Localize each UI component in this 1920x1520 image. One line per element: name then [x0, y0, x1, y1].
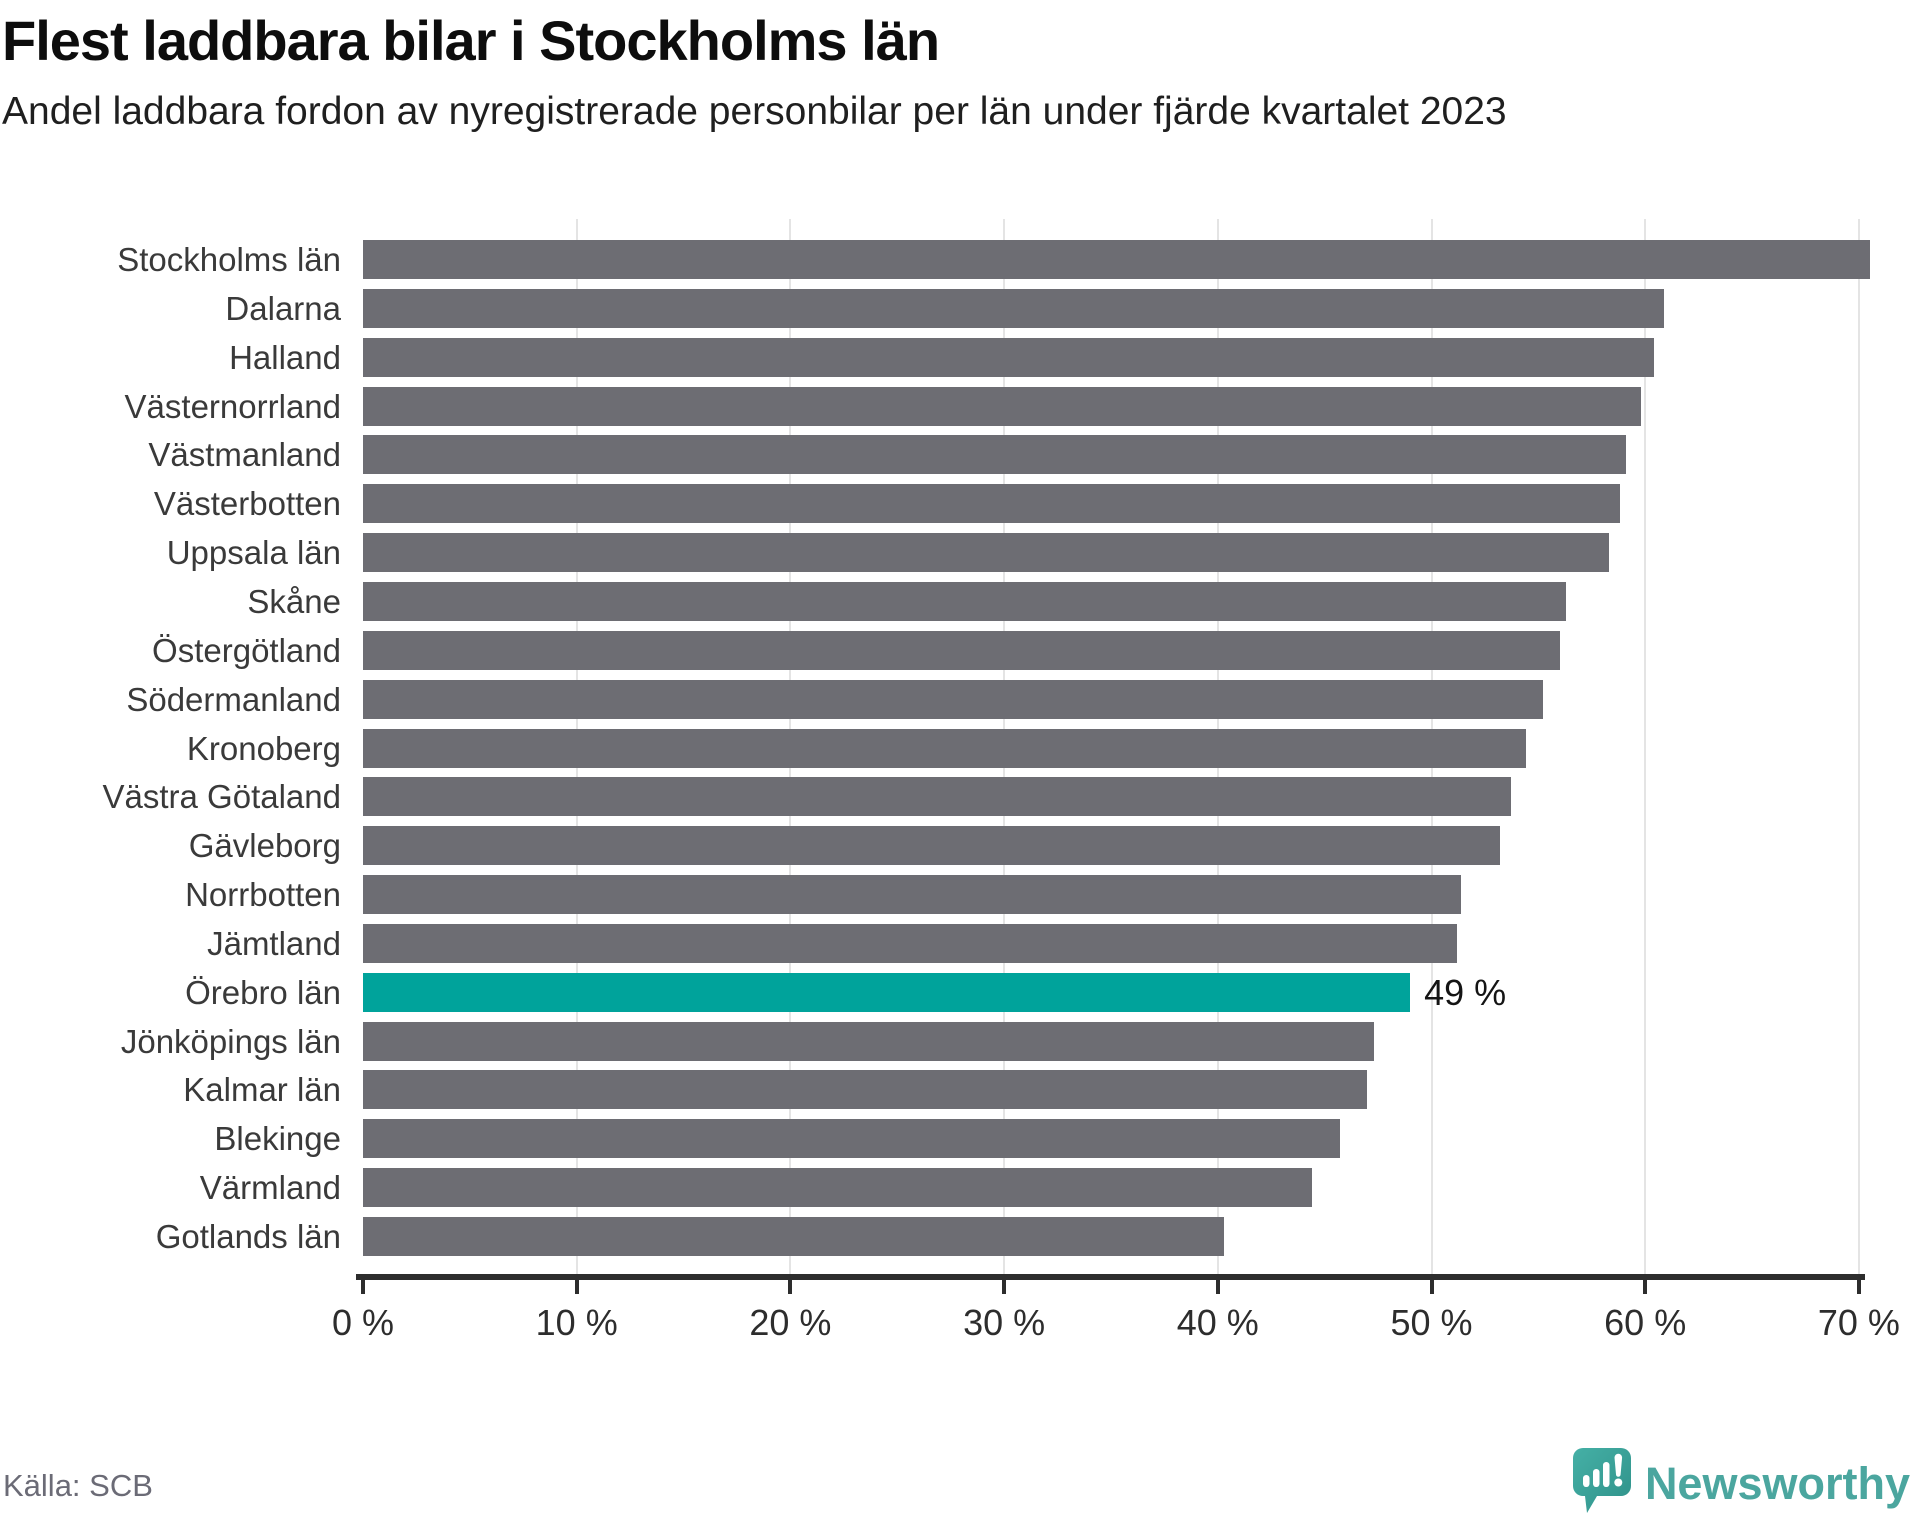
bar-Uppsala län: [363, 533, 1609, 573]
bar-Gävleborg: [363, 826, 1500, 866]
gridline-70: [1857, 219, 1860, 1274]
category-label-Norrbotten: Norrbotten: [185, 876, 341, 914]
category-label-Dalarna: Dalarna: [225, 289, 341, 327]
gridline-60: [1644, 219, 1647, 1274]
bar-Västerbotten: [363, 484, 1620, 524]
x-axis-line: [356, 1274, 1865, 1280]
source-note: Källa: SCB: [3, 1468, 153, 1503]
category-label-Skåne: Skåne: [247, 582, 341, 620]
bar-Norrbotten: [363, 875, 1462, 915]
x-axis-tick-label-30: 30 %: [963, 1302, 1046, 1343]
category-label-Kalmar län: Kalmar län: [183, 1071, 341, 1109]
bar-Värmland: [363, 1168, 1312, 1208]
x-axis-tick-10: [574, 1274, 579, 1294]
x-axis-tick-30: [1002, 1274, 1007, 1294]
bar-Kronoberg: [363, 728, 1526, 768]
x-axis-tick-label-70: 70 %: [1817, 1302, 1900, 1343]
x-axis-tick-label-50: 50 %: [1390, 1302, 1473, 1343]
category-label-Kronoberg: Kronoberg: [186, 729, 341, 767]
category-label-Örebro län: Örebro län: [185, 973, 341, 1011]
bar-Östergötland: [363, 630, 1560, 670]
category-label-Östergötland: Östergötland: [152, 631, 341, 669]
category-label-Gotlands län: Gotlands län: [155, 1218, 341, 1255]
bar-Blekinge: [363, 1119, 1340, 1159]
x-axis-tick-50: [1429, 1274, 1434, 1294]
bar-Västernorrland: [363, 386, 1641, 426]
category-label-Gävleborg: Gävleborg: [188, 827, 341, 865]
highlight-data-label: 49 %: [1424, 971, 1507, 1013]
x-axis-tick-label-20: 20 %: [749, 1302, 832, 1343]
bar-Jämtland: [363, 923, 1458, 963]
category-label-Stockholms län: Stockholms län: [117, 241, 341, 278]
x-axis-tick-label-0: 0 %: [331, 1302, 395, 1343]
bar-highlight-Örebro län: [363, 972, 1411, 1012]
x-axis-tick-40: [1215, 1274, 1220, 1294]
newsworthy-logo-icon: [1572, 1448, 1631, 1519]
x-axis-tick-0: [361, 1274, 365, 1294]
page-title: Flest laddbara bilar i Stockholms län: [2, 9, 940, 72]
brand-lockup: Newsworthy: [1572, 1448, 1910, 1519]
x-axis-tick-label-60: 60 %: [1604, 1302, 1687, 1343]
category-label-Jönköpings län: Jönköpings län: [120, 1022, 341, 1060]
category-label-Södermanland: Södermanland: [126, 680, 341, 718]
bar-Gotlands län: [363, 1217, 1225, 1256]
category-label-Halland: Halland: [229, 338, 341, 376]
page-subtitle: Andel laddbara fordon av nyregistrerade …: [2, 90, 1507, 133]
bar-Stockholms län: [363, 240, 1870, 279]
bar-Skåne: [363, 581, 1567, 621]
bar-Västra Götaland: [363, 777, 1511, 817]
x-axis-tick-label-10: 10 %: [535, 1302, 618, 1343]
bar-Dalarna: [363, 288, 1665, 328]
bar-Halland: [363, 337, 1654, 377]
x-axis-tick-60: [1643, 1274, 1648, 1294]
category-label-Blekinge: Blekinge: [214, 1120, 341, 1158]
category-label-Uppsala län: Uppsala län: [166, 534, 341, 572]
category-label-Västra Götaland: Västra Götaland: [102, 778, 341, 816]
bar-Kalmar län: [363, 1070, 1368, 1110]
category-label-Västerbotten: Västerbotten: [153, 485, 341, 523]
category-label-Värmland: Värmland: [199, 1169, 341, 1207]
category-label-Västernorrland: Västernorrland: [124, 387, 341, 425]
category-label-Västmanland: Västmanland: [148, 436, 341, 474]
bar-Jönköpings län: [363, 1021, 1374, 1061]
x-axis-tick-20: [788, 1274, 793, 1294]
x-axis-tick-70: [1856, 1274, 1861, 1294]
brand-name: Newsworthy: [1644, 1457, 1910, 1509]
x-axis-tick-label-40: 40 %: [1176, 1302, 1259, 1343]
bar-Södermanland: [363, 679, 1543, 719]
category-label-Jämtland: Jämtland: [207, 924, 341, 962]
bar-Västmanland: [363, 435, 1626, 475]
